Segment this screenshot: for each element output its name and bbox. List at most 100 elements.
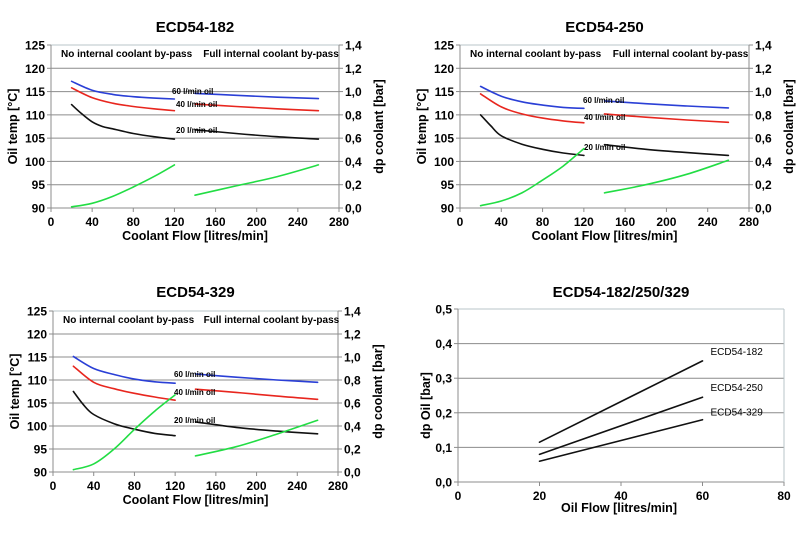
y2-tick-label: 1,0 [755,85,772,99]
x-tick-label: 160 [206,479,226,493]
series-ecd54-329 [538,418,704,463]
y2-tick-label: 0,0 [344,466,361,480]
annotation-no-bypass: No internal coolant by-pass [63,315,195,326]
y-axis-label: Oil temp [°C] [8,354,22,430]
x-tick-label: 80 [128,479,142,493]
annotation-full-bypass: Full internal coolant by-pass [203,49,339,60]
y-tick-label: 0,4 [435,337,452,351]
x-tick-label: 240 [287,479,307,493]
series-40-lmin-oil-full-bypass [194,103,320,112]
series-dp-coolant-no-bypass [479,147,585,207]
series-label-ecd54-250: ECD54-250 [711,383,764,394]
annotation-no-bypass: No internal coolant by-pass [61,49,193,60]
x-tick-label: 40 [614,489,628,503]
y-tick-label: 120 [434,62,454,76]
x-tick-label: 120 [574,215,594,229]
y2-tick-label: 1,4 [755,39,772,53]
y2-tick-label: 0,8 [344,374,361,388]
series-20-lmin-oil-no-bypass [72,390,176,437]
y-axis-label: Oil temp [°C] [415,89,429,165]
y-tick-label: 110 [28,374,48,388]
y-axis-label: dp Oil [bar] [419,372,433,439]
series-dp-coolant-full-bypass [603,159,730,194]
series-ecd54-250 [538,396,704,456]
series-label-60-lmin-oil: 60 l/min oil [174,370,215,379]
y-tick-label: 105 [434,132,454,146]
x-tick-label: 240 [698,215,718,229]
y-tick-label: 120 [27,328,47,342]
series-label-40-lmin-oil: 40 l/min oil [176,100,217,109]
series-label-ecd54-182: ECD54-182 [711,347,764,358]
series-20-lmin-oil-no-bypass [70,103,176,140]
y2-tick-label: 0,4 [345,155,362,169]
x-tick-label: 0 [457,215,464,229]
series-label-40-lmin-oil: 40 l/min oil [584,113,625,122]
series-label-20-lmin-oil: 20 l/min oil [176,126,217,135]
series-label-20-lmin-oil: 20 l/min oil [174,416,215,425]
y-tick-label: 120 [25,62,45,76]
chart-c3: ECD54-329 90 0,0 95 0,2 100 0,4 105 0,6 110 0,8 115… [8,284,385,507]
y-tick-label: 95 [34,443,48,457]
y-tick-label: 95 [441,178,455,192]
y-tick-label: 110 [26,108,46,122]
series-60-lmin-oil-no-bypass [72,355,176,384]
y-tick-label: 125 [27,305,47,319]
y2-tick-label: 0,2 [344,443,361,457]
y2-tick-label: 0,8 [755,108,772,122]
series-20-lmin-oil-full-bypass [194,129,320,140]
y-tick-label: 115 [28,351,48,365]
series-60-lmin-oil-no-bypass [479,85,585,110]
series-40-lmin-oil-no-bypass [70,87,176,112]
x-tick-label: 0 [50,479,57,493]
y-tick-label: 125 [434,39,454,53]
y2-tick-label: 0,6 [755,132,772,146]
x-tick-label: 280 [329,215,349,229]
y2-tick-label: 1,2 [345,62,362,76]
y2-tick-label: 1,4 [345,39,362,53]
x-tick-label: 200 [247,215,267,229]
annotation-no-bypass: No internal coolant by-pass [470,49,602,60]
y2-tick-label: 1,0 [345,85,362,99]
series-dp-coolant-full-bypass [194,419,319,457]
series-label-20-lmin-oil: 20 l/min oil [584,143,625,152]
y-tick-label: 100 [25,155,45,169]
annotation-full-bypass: Full internal coolant by-pass [613,49,749,60]
series-40-lmin-oil-no-bypass [72,365,176,401]
y2-axis-label: dp coolant [bar] [782,79,796,173]
x-axis-label: Coolant Flow [litres/min] [123,493,269,507]
series-20-lmin-oil-full-bypass [603,143,730,157]
x-tick-label: 0 [48,215,55,229]
series-60-lmin-oil-no-bypass [70,80,176,100]
series-dp-coolant-no-bypass [72,394,176,471]
x-axis-label: Oil Flow [litres/min] [561,501,677,515]
series-ecd54-182 [538,360,704,444]
y-axis-label: Oil temp [°C] [6,89,20,165]
x-tick-label: 80 [536,215,550,229]
chart-title: ECD54-250 [565,19,643,36]
series-60-lmin-oil-full-bypass [603,100,730,109]
series-40-lmin-oil-full-bypass [194,388,319,401]
x-tick-label: 200 [656,215,676,229]
x-tick-label: 0 [455,489,462,503]
x-axis-label: Coolant Flow [litres/min] [532,229,678,243]
y-tick-label: 100 [27,420,47,434]
x-tick-label: 60 [696,489,710,503]
x-tick-label: 240 [288,215,308,229]
chart-c4: ECD54-182/250/329 0,0 0,1 0,2 0,3 0,4 0,5 0 20 40… [419,284,791,515]
x-axis-label: Coolant Flow [litres/min] [122,229,268,243]
y-tick-label: 125 [25,39,45,53]
y2-tick-label: 0,0 [345,202,362,216]
y2-tick-label: 1,4 [344,305,361,319]
y-tick-label: 90 [34,466,48,480]
x-tick-label: 40 [87,479,101,493]
chart-c1: ECD54-182 90 0,0 95 0,2 100 0,4 105 0,6 110 0,8 115… [6,19,386,243]
y-tick-label: 115 [435,85,455,99]
y-tick-label: 0,0 [435,476,452,490]
y-tick-label: 0,5 [435,303,452,317]
x-tick-label: 120 [164,215,184,229]
chart-title: ECD54-329 [156,284,234,301]
series-label-60-lmin-oil: 60 l/min oil [583,96,624,105]
chart-title: ECD54-182 [156,19,234,36]
y2-tick-label: 0,6 [345,132,362,146]
